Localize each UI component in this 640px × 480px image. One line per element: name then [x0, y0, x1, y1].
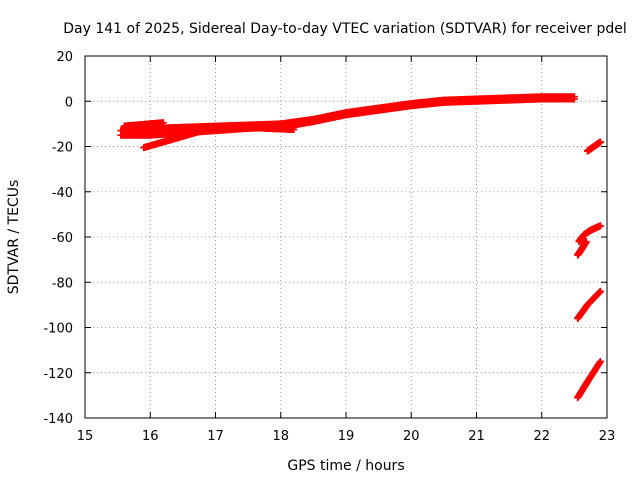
- series-track-late-minus-60: [575, 222, 604, 246]
- y-tick-label: -140: [43, 412, 73, 427]
- y-axis-label: SDTVAR / TECUs: [6, 180, 22, 295]
- x-tick-label: 22: [533, 429, 550, 444]
- data-point: [596, 138, 604, 146]
- series-track-late-top: [583, 138, 604, 155]
- data-point: [596, 222, 604, 230]
- data-point: [596, 357, 604, 365]
- data-point: [582, 238, 590, 246]
- y-tick-label: 20: [56, 50, 73, 65]
- x-tick-label: 20: [403, 429, 420, 444]
- x-tick-label: 23: [599, 429, 616, 444]
- series-track-main-lower: [117, 95, 578, 139]
- series-track-late-minus-120: [574, 357, 604, 402]
- y-tick-label: -60: [52, 231, 73, 246]
- data-point: [159, 119, 167, 127]
- y-tick-label: -40: [52, 186, 73, 201]
- x-axis-label: GPS time / hours: [287, 458, 404, 474]
- series-track-late-minus-90: [574, 287, 604, 322]
- x-tick-label: 17: [207, 429, 224, 444]
- y-tick-label: -100: [43, 322, 73, 337]
- series-track-segment-early: [120, 119, 167, 130]
- data-point: [570, 95, 578, 103]
- y-tick-label: -80: [52, 276, 73, 291]
- data-points: [117, 93, 604, 402]
- series-track-late-minus-66: [574, 238, 590, 259]
- data-point: [290, 126, 298, 134]
- data-point: [596, 287, 604, 295]
- y-tick-label: -120: [43, 367, 73, 382]
- x-tick-label: 16: [142, 429, 159, 444]
- x-tick-label: 18: [272, 429, 289, 444]
- axis-ticks: 15 16 17 18 19 20 21 22 23 20 0 -20 -40 -60 -80 -100 -12…: [43, 50, 615, 444]
- series-track-segment-18h: [251, 123, 298, 134]
- series-track-segment-rising: [140, 127, 206, 152]
- y-tick-label: 0: [65, 95, 73, 110]
- data-point: [198, 127, 206, 135]
- x-tick-label: 15: [77, 429, 94, 444]
- y-tick-label: -20: [52, 141, 73, 156]
- x-tick-label: 21: [468, 429, 485, 444]
- chart-title: Day 141 of 2025, Sidereal Day-to-day VTE…: [63, 21, 627, 37]
- x-tick-label: 19: [338, 429, 355, 444]
